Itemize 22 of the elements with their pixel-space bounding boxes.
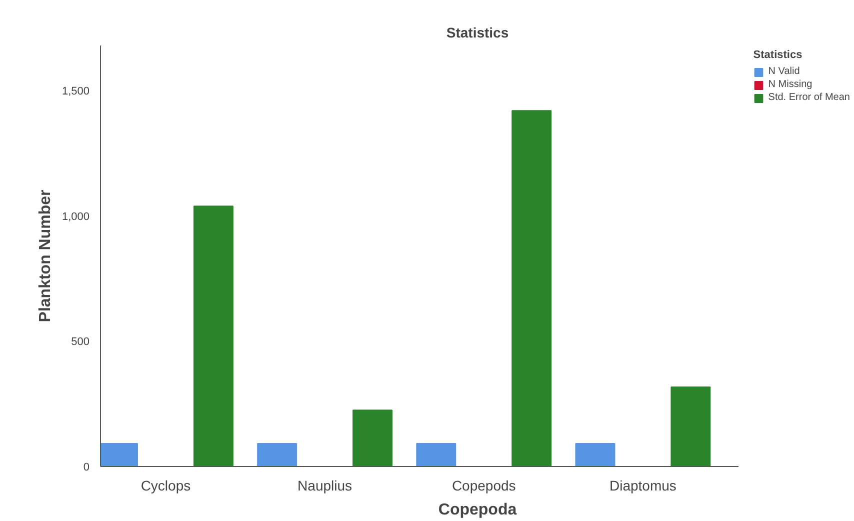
legend-title: Statistics — [753, 49, 804, 61]
y-tick-label: 0 — [83, 462, 90, 474]
x-axis-title: Copepoda — [438, 502, 517, 518]
x-tick-label: Copepods — [452, 478, 516, 494]
bar — [575, 442, 616, 466]
y-axis-title: Plankton Number — [36, 190, 54, 322]
y-tick-label: 1,000 — [62, 210, 90, 223]
legend-label: N Missing — [768, 79, 812, 90]
x-tick-label: Cyclops — [140, 478, 191, 494]
y-tick-label: 500 — [71, 336, 90, 348]
chart-title: Statistics — [446, 24, 509, 40]
y-tick-label: 1,500 — [62, 86, 90, 98]
bar — [670, 386, 711, 466]
bar — [512, 110, 552, 466]
bar — [257, 442, 298, 466]
bar — [416, 442, 456, 466]
x-tick-label: Diaptomus — [609, 478, 676, 494]
bar — [352, 410, 392, 466]
legend-label: Std. Error of Mean — [768, 92, 850, 103]
x-tick-label: Nauplius — [298, 478, 352, 494]
legend-label: N Valid — [768, 66, 800, 77]
bar — [193, 206, 234, 466]
